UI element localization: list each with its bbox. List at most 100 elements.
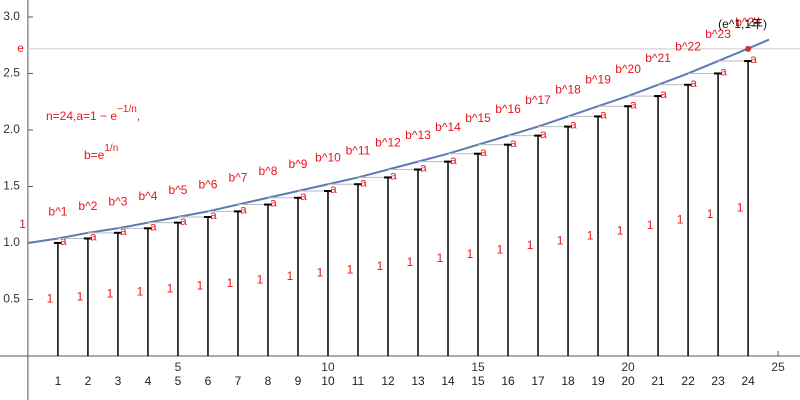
y-tick-label: 1.0 xyxy=(3,235,20,249)
point-label: (e^1,1年) xyxy=(718,17,767,31)
bar-power-label: b^10 xyxy=(315,150,341,164)
bar-power-label: b^14 xyxy=(435,120,461,134)
bar-power-label: b^19 xyxy=(585,72,611,86)
y-tick-label: 0.5 xyxy=(3,292,20,306)
bottom-label: 1 xyxy=(77,289,84,303)
x-category-label: 8 xyxy=(265,374,272,388)
bar-power-label: b^23 xyxy=(705,27,731,41)
y-tick-label: 3.0 xyxy=(3,9,20,23)
top-label: a xyxy=(180,214,187,228)
top-label: a xyxy=(600,108,607,122)
bottom-label: 1 xyxy=(497,243,504,257)
bottom-label: 1 xyxy=(737,201,744,215)
top-label: a xyxy=(720,65,727,79)
bar-power-label: b^3 xyxy=(108,194,127,208)
bottom-label: 1 xyxy=(317,266,324,280)
bottom-label: 1 xyxy=(227,276,234,290)
x-category-label: 24 xyxy=(741,374,755,388)
bottom-label: 1 xyxy=(287,269,294,283)
bottom-label: 1 xyxy=(347,262,354,276)
top-label: a xyxy=(150,219,157,233)
x-category-label: 2 xyxy=(85,374,92,388)
x-category-label: 5 xyxy=(175,374,182,388)
bar-power-label: b^15 xyxy=(465,111,491,125)
x-category-label: 20 xyxy=(621,374,635,388)
x-category-label: 3 xyxy=(115,374,122,388)
x-category-label: 18 xyxy=(561,374,575,388)
bottom-label: 1 xyxy=(377,259,384,273)
bar-power-label: b^22 xyxy=(675,40,701,54)
bar-power-label: b^17 xyxy=(525,93,551,107)
top-label: a xyxy=(270,196,277,210)
x-tick-label: 25 xyxy=(771,360,785,374)
bottom-label: 1 xyxy=(47,292,54,306)
bottom-label: 1 xyxy=(437,251,444,265)
bar-power-label: b^20 xyxy=(615,62,641,76)
bottom-label: 1 xyxy=(677,213,684,227)
bar-power-label: b^9 xyxy=(288,157,307,171)
bar-power-label: b^8 xyxy=(258,164,277,178)
curve xyxy=(27,38,770,244)
x-category-label: 21 xyxy=(651,374,665,388)
bar-power-label: b^7 xyxy=(228,171,247,185)
top-label: a xyxy=(300,189,307,203)
x-category-label: 7 xyxy=(235,374,242,388)
formula-b: b=e1/n xyxy=(84,143,118,163)
bottom-label: 1 xyxy=(107,287,114,301)
formula-a-text: n=24,a=1 − e xyxy=(46,109,117,123)
bottom-label: 1 xyxy=(527,238,534,252)
x-tick-label: 10 xyxy=(321,360,335,374)
top-label: a xyxy=(570,118,577,132)
top-label: a xyxy=(90,230,97,244)
bottom-label: 1 xyxy=(407,255,414,269)
bar-power-label: b^21 xyxy=(645,51,671,65)
x-category-label: 22 xyxy=(681,374,695,388)
top-label: a xyxy=(210,208,217,222)
bottom-label: 1 xyxy=(617,223,624,237)
bar-power-label: b^13 xyxy=(405,128,431,142)
x-category-label: 11 xyxy=(352,374,365,388)
x-category-label: 9 xyxy=(295,374,302,388)
formula-a-suffix: , xyxy=(137,109,140,123)
top-label: a xyxy=(480,145,487,159)
bar-power-label: b^11 xyxy=(346,144,371,158)
x-category-label: 10 xyxy=(321,374,335,388)
bottom-label: 1 xyxy=(467,247,474,261)
bottom-label: 1 xyxy=(647,218,654,232)
top-label: a xyxy=(660,87,667,101)
x-category-label: 15 xyxy=(471,374,485,388)
x-category-label: 17 xyxy=(531,374,545,388)
y-tick-label: 2.5 xyxy=(3,66,20,80)
top-label: a xyxy=(540,127,547,141)
bar-power-label: b^5 xyxy=(168,183,187,197)
x-category-label: 23 xyxy=(711,374,725,388)
x-category-label: 1 xyxy=(55,374,62,388)
bar-power-label: b^6 xyxy=(198,178,217,192)
top-label: a xyxy=(60,234,67,248)
x-category-label: 16 xyxy=(501,374,515,388)
x-category-label: 12 xyxy=(381,374,395,388)
x-tick-label: 5 xyxy=(175,360,182,374)
bottom-label: 1 xyxy=(707,207,714,221)
x-category-label: 4 xyxy=(145,374,152,388)
x-category-label: 13 xyxy=(411,374,425,388)
bottom-label: 1 xyxy=(587,228,594,242)
top-label: a xyxy=(330,182,337,196)
bar-power-label: b^16 xyxy=(495,102,521,116)
bottom-label: 1 xyxy=(257,272,264,286)
top-label: a xyxy=(630,97,637,111)
bottom-label: 1 xyxy=(197,279,204,293)
bar-power-label: b^24 xyxy=(735,15,761,29)
y-tick-label: 2.0 xyxy=(3,122,20,136)
top-label: a xyxy=(750,52,757,66)
one-marker: 1 xyxy=(19,217,26,231)
bar-power-label: b^18 xyxy=(555,83,581,97)
bar-power-label: b^1 xyxy=(48,205,67,219)
x-category-label: 19 xyxy=(591,374,605,388)
x-category-label: 14 xyxy=(441,374,455,388)
top-label: a xyxy=(120,224,127,238)
top-label: a xyxy=(690,76,697,90)
top-label: a xyxy=(510,136,517,150)
